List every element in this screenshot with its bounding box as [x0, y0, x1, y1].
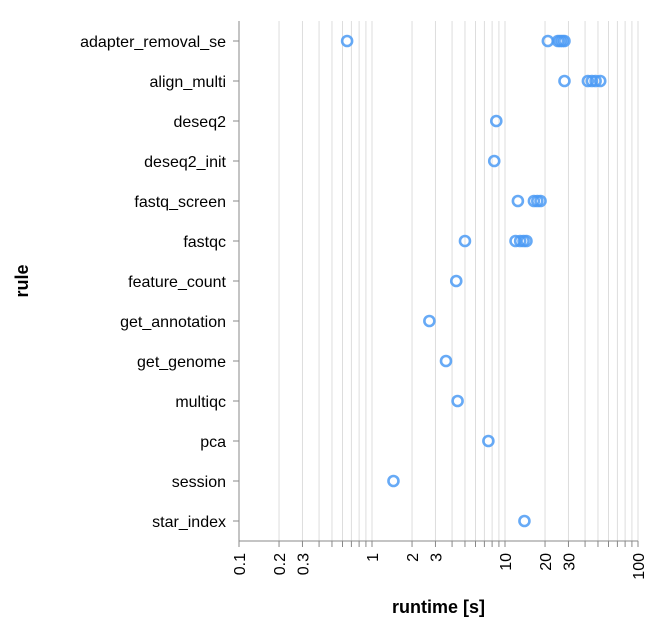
data-point	[482, 434, 495, 448]
data-point	[541, 34, 555, 48]
data-point	[449, 274, 463, 288]
x-tick-label: 1	[365, 553, 382, 562]
data-point	[534, 194, 547, 208]
y-tick-label: pca	[200, 434, 226, 451]
data-point	[340, 34, 354, 48]
y-axis: adapter_removal_se align_multi deseq2 deseq…	[80, 21, 240, 541]
data-point	[558, 34, 571, 48]
data-point	[423, 314, 436, 328]
x-tick-label: 3	[428, 553, 445, 562]
data-point	[589, 74, 602, 88]
data-point	[520, 234, 533, 248]
y-tick-label: get_annotation	[120, 314, 226, 331]
x-axis: 0.1 0.2 0.3 1 2 3 10 20 30 100	[232, 540, 648, 580]
data-points	[340, 34, 607, 528]
data-point	[451, 394, 464, 408]
y-tick-label: multiqc	[175, 394, 226, 411]
data-point	[458, 234, 472, 248]
y-tick-label: fastq_screen	[134, 194, 226, 211]
data-point	[387, 474, 400, 488]
x-tick-label: 20	[538, 553, 555, 571]
data-point	[511, 194, 525, 208]
y-tick-label: star_index	[152, 514, 226, 531]
x-tick-label: 0.1	[232, 553, 249, 575]
x-tick-label: 0.2	[272, 553, 289, 575]
x-tick-label: 2	[405, 553, 422, 562]
x-tick-label: 100	[631, 553, 648, 580]
data-point	[581, 74, 595, 88]
y-tick-label: align_multi	[150, 74, 226, 91]
y-tick-label: deseq2	[174, 114, 227, 131]
y-tick-label: adapter_removal_se	[80, 34, 226, 51]
x-tick-label: 30	[561, 553, 578, 571]
data-point	[558, 74, 571, 88]
y-axis-title: rule	[12, 264, 32, 297]
x-tick-label: 0.3	[295, 553, 312, 575]
data-point	[518, 514, 531, 528]
x-gridlines	[238, 21, 639, 541]
data-point	[489, 114, 503, 128]
x-tick-label: 10	[498, 553, 515, 571]
y-tick-label: get_genome	[137, 354, 226, 371]
y-tick-label: deseq2_init	[144, 154, 226, 171]
y-tick-label: session	[172, 474, 226, 491]
y-tick-label: feature_count	[128, 274, 226, 291]
x-axis-title: runtime [s]	[392, 597, 485, 617]
data-point	[439, 354, 453, 368]
data-point	[593, 74, 607, 88]
data-point	[487, 154, 501, 168]
y-tick-label: fastqc	[183, 234, 226, 251]
